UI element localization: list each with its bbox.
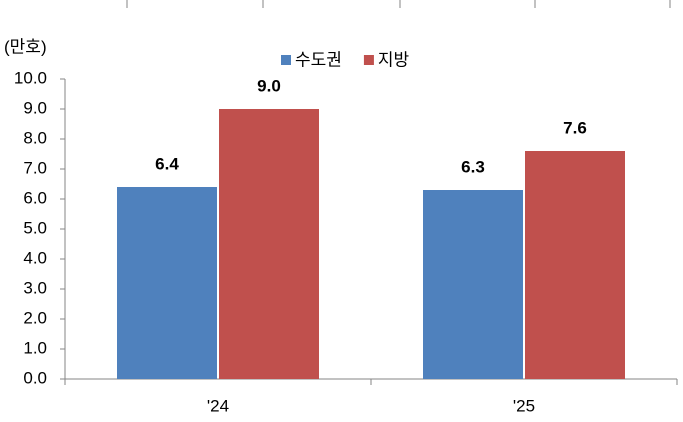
bar — [219, 109, 319, 379]
x-tick-label: '25 — [513, 396, 535, 415]
legend-label: 지방 — [378, 50, 410, 69]
y-tick-label: 6.0 — [23, 188, 47, 207]
frame-decoration — [126, 0, 671, 8]
y-tick-label: 9.0 — [23, 98, 47, 117]
value-label: 7.6 — [563, 118, 587, 137]
y-tick-label: 4.0 — [23, 248, 47, 267]
y-tick-label: 0.0 — [23, 368, 47, 387]
y-tick-label: 8.0 — [23, 128, 47, 147]
y-tick-label: 3.0 — [23, 278, 47, 297]
y-tick-label: 7.0 — [23, 158, 47, 177]
legend-swatch — [363, 55, 374, 65]
y-tick-label: 2.0 — [23, 308, 47, 327]
y-tick-label: 10.0 — [14, 68, 47, 87]
bar — [117, 187, 217, 379]
y-tick-label: 1.0 — [23, 338, 47, 357]
legend-swatch — [281, 55, 291, 65]
y-axis-label: (만호) — [4, 37, 47, 56]
value-label: 6.4 — [155, 154, 179, 173]
value-label: 9.0 — [257, 76, 281, 95]
legend-label: 수도권 — [295, 50, 342, 69]
bar — [423, 190, 523, 379]
y-tick-label: 5.0 — [23, 218, 47, 237]
bar — [525, 151, 625, 379]
x-tick-label: '24 — [207, 396, 229, 415]
value-label: 6.3 — [461, 157, 485, 176]
